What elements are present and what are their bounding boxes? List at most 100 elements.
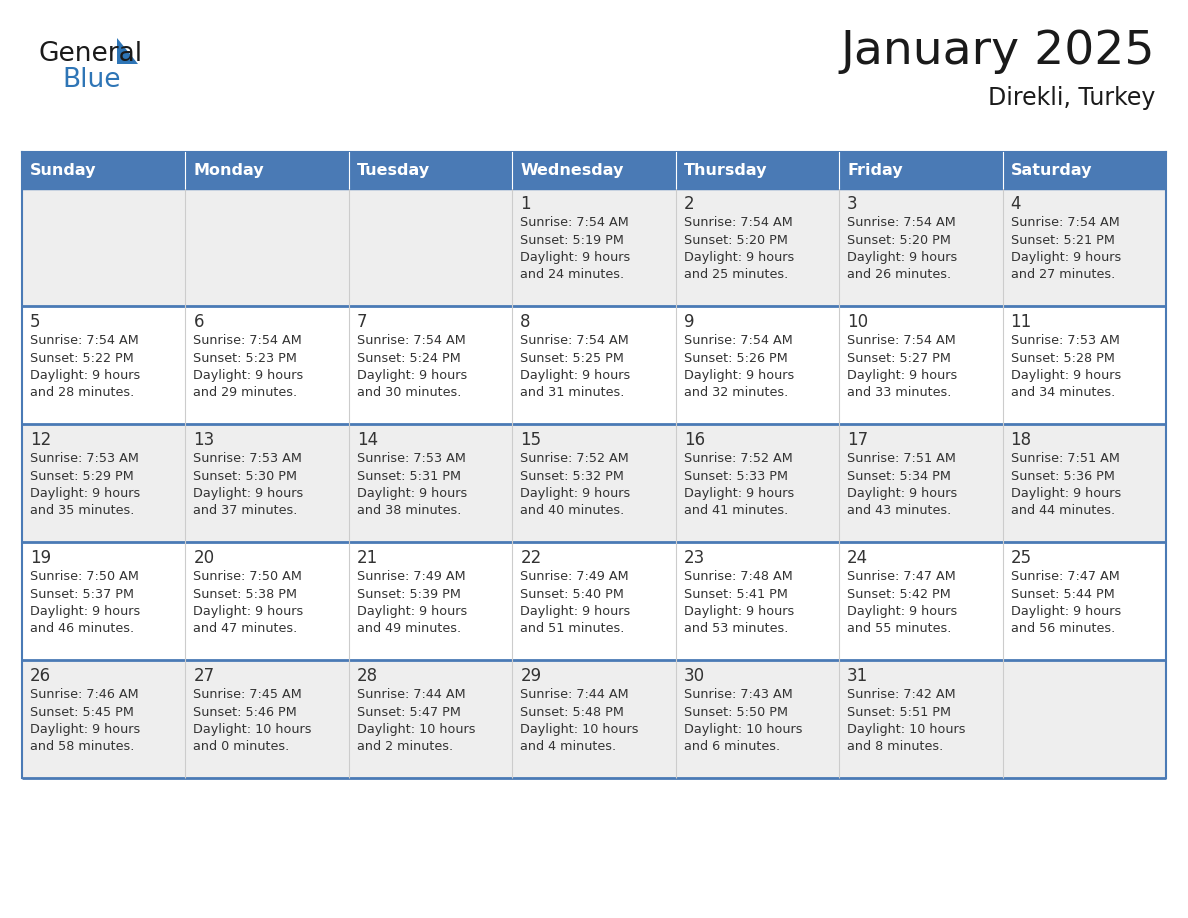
Text: Sunrise: 7:54 AM: Sunrise: 7:54 AM [30, 334, 139, 348]
Text: Sunset: 5:50 PM: Sunset: 5:50 PM [684, 706, 788, 719]
Bar [185, 188, 349, 306]
Text: 25: 25 [1011, 549, 1031, 567]
Text: Daylight: 9 hours: Daylight: 9 hours [847, 487, 958, 499]
Text: Sunrise: 7:49 AM: Sunrise: 7:49 AM [520, 570, 628, 584]
Text: Sunrise: 7:44 AM: Sunrise: 7:44 AM [356, 688, 466, 701]
Text: Sunrise: 7:51 AM: Sunrise: 7:51 AM [1011, 453, 1119, 465]
Text: Sunrise: 7:54 AM: Sunrise: 7:54 AM [520, 334, 628, 348]
Text: Sunset: 5:38 PM: Sunset: 5:38 PM [194, 588, 297, 600]
Text: Sunrise: 7:48 AM: Sunrise: 7:48 AM [684, 570, 792, 584]
Text: Daylight: 9 hours: Daylight: 9 hours [194, 487, 304, 499]
Text: 6: 6 [194, 313, 204, 331]
Text: Sunrise: 7:50 AM: Sunrise: 7:50 AM [194, 570, 302, 584]
Text: Daylight: 9 hours: Daylight: 9 hours [30, 604, 140, 618]
Bar [512, 542, 676, 660]
Text: 4: 4 [1011, 195, 1020, 213]
Bar [349, 188, 512, 306]
Text: Sunrise: 7:49 AM: Sunrise: 7:49 AM [356, 570, 466, 584]
Text: Sunset: 5:29 PM: Sunset: 5:29 PM [30, 469, 134, 483]
Bar [1003, 152, 1165, 188]
Bar [185, 152, 349, 188]
Text: 5: 5 [30, 313, 40, 331]
Text: Sunset: 5:24 PM: Sunset: 5:24 PM [356, 352, 461, 364]
Text: and 32 minutes.: and 32 minutes. [684, 386, 788, 398]
Text: 19: 19 [30, 549, 51, 567]
Text: Daylight: 9 hours: Daylight: 9 hours [847, 604, 958, 618]
Text: and 56 minutes.: and 56 minutes. [1011, 621, 1114, 634]
Text: Sunrise: 7:50 AM: Sunrise: 7:50 AM [30, 570, 139, 584]
Text: Daylight: 9 hours: Daylight: 9 hours [30, 722, 140, 735]
Text: Sunset: 5:34 PM: Sunset: 5:34 PM [847, 469, 952, 483]
Text: 3: 3 [847, 195, 858, 213]
Bar [23, 660, 185, 778]
Text: Sunset: 5:28 PM: Sunset: 5:28 PM [1011, 352, 1114, 364]
Text: and 51 minutes.: and 51 minutes. [520, 621, 625, 634]
Text: Direkli, Turkey: Direkli, Turkey [987, 86, 1155, 110]
Text: Sunrise: 7:53 AM: Sunrise: 7:53 AM [1011, 334, 1119, 348]
Bar [23, 188, 185, 306]
Bar [349, 306, 512, 424]
Text: Sunrise: 7:54 AM: Sunrise: 7:54 AM [194, 334, 302, 348]
Bar [512, 306, 676, 424]
Text: Sunset: 5:39 PM: Sunset: 5:39 PM [356, 588, 461, 600]
Text: and 29 minutes.: and 29 minutes. [194, 386, 297, 398]
Bar [23, 424, 185, 542]
Text: Sunset: 5:40 PM: Sunset: 5:40 PM [520, 588, 624, 600]
Text: January 2025: January 2025 [840, 29, 1155, 74]
Bar [23, 542, 185, 660]
Text: and 37 minutes.: and 37 minutes. [194, 503, 298, 517]
Text: and 33 minutes.: and 33 minutes. [847, 386, 952, 398]
Text: 31: 31 [847, 667, 868, 685]
Text: 30: 30 [684, 667, 704, 685]
Text: Sunset: 5:20 PM: Sunset: 5:20 PM [847, 233, 952, 247]
Bar [23, 152, 185, 188]
Text: Sunset: 5:33 PM: Sunset: 5:33 PM [684, 469, 788, 483]
Text: Sunset: 5:19 PM: Sunset: 5:19 PM [520, 233, 624, 247]
Text: 29: 29 [520, 667, 542, 685]
Text: Sunset: 5:48 PM: Sunset: 5:48 PM [520, 706, 624, 719]
Text: Sunrise: 7:53 AM: Sunrise: 7:53 AM [30, 453, 139, 465]
Text: and 40 minutes.: and 40 minutes. [520, 503, 625, 517]
Text: Thursday: Thursday [684, 162, 767, 177]
Text: Saturday: Saturday [1011, 162, 1092, 177]
Text: Daylight: 9 hours: Daylight: 9 hours [1011, 487, 1120, 499]
Text: Sunset: 5:44 PM: Sunset: 5:44 PM [1011, 588, 1114, 600]
Bar [349, 660, 512, 778]
Text: Daylight: 10 hours: Daylight: 10 hours [356, 722, 475, 735]
Text: and 41 minutes.: and 41 minutes. [684, 503, 788, 517]
Text: Sunset: 5:21 PM: Sunset: 5:21 PM [1011, 233, 1114, 247]
Text: Sunset: 5:46 PM: Sunset: 5:46 PM [194, 706, 297, 719]
Text: Sunrise: 7:42 AM: Sunrise: 7:42 AM [847, 688, 956, 701]
Text: Daylight: 9 hours: Daylight: 9 hours [356, 604, 467, 618]
Polygon shape [116, 38, 138, 64]
Text: Daylight: 9 hours: Daylight: 9 hours [684, 604, 794, 618]
Bar [839, 152, 1003, 188]
Text: Sunrise: 7:52 AM: Sunrise: 7:52 AM [520, 453, 628, 465]
Text: 23: 23 [684, 549, 704, 567]
Text: and 0 minutes.: and 0 minutes. [194, 740, 290, 753]
Text: 15: 15 [520, 431, 542, 449]
Text: and 53 minutes.: and 53 minutes. [684, 621, 788, 634]
Bar [349, 152, 512, 188]
Text: and 30 minutes.: and 30 minutes. [356, 386, 461, 398]
Text: Daylight: 10 hours: Daylight: 10 hours [520, 722, 639, 735]
Text: and 55 minutes.: and 55 minutes. [847, 621, 952, 634]
Text: 17: 17 [847, 431, 868, 449]
Text: and 46 minutes.: and 46 minutes. [30, 621, 134, 634]
Text: Sunrise: 7:47 AM: Sunrise: 7:47 AM [847, 570, 956, 584]
Text: Sunset: 5:20 PM: Sunset: 5:20 PM [684, 233, 788, 247]
Text: Daylight: 9 hours: Daylight: 9 hours [520, 251, 631, 263]
Text: 22: 22 [520, 549, 542, 567]
Bar [185, 542, 349, 660]
Text: Daylight: 10 hours: Daylight: 10 hours [684, 722, 802, 735]
Bar [839, 542, 1003, 660]
Text: Sunrise: 7:47 AM: Sunrise: 7:47 AM [1011, 570, 1119, 584]
Text: Sunset: 5:30 PM: Sunset: 5:30 PM [194, 469, 297, 483]
Text: Sunrise: 7:44 AM: Sunrise: 7:44 AM [520, 688, 628, 701]
Text: Sunday: Sunday [30, 162, 96, 177]
Text: Daylight: 9 hours: Daylight: 9 hours [30, 487, 140, 499]
Text: Friday: Friday [847, 162, 903, 177]
Bar [1003, 188, 1165, 306]
Text: Tuesday: Tuesday [356, 162, 430, 177]
Text: Blue: Blue [62, 67, 120, 93]
